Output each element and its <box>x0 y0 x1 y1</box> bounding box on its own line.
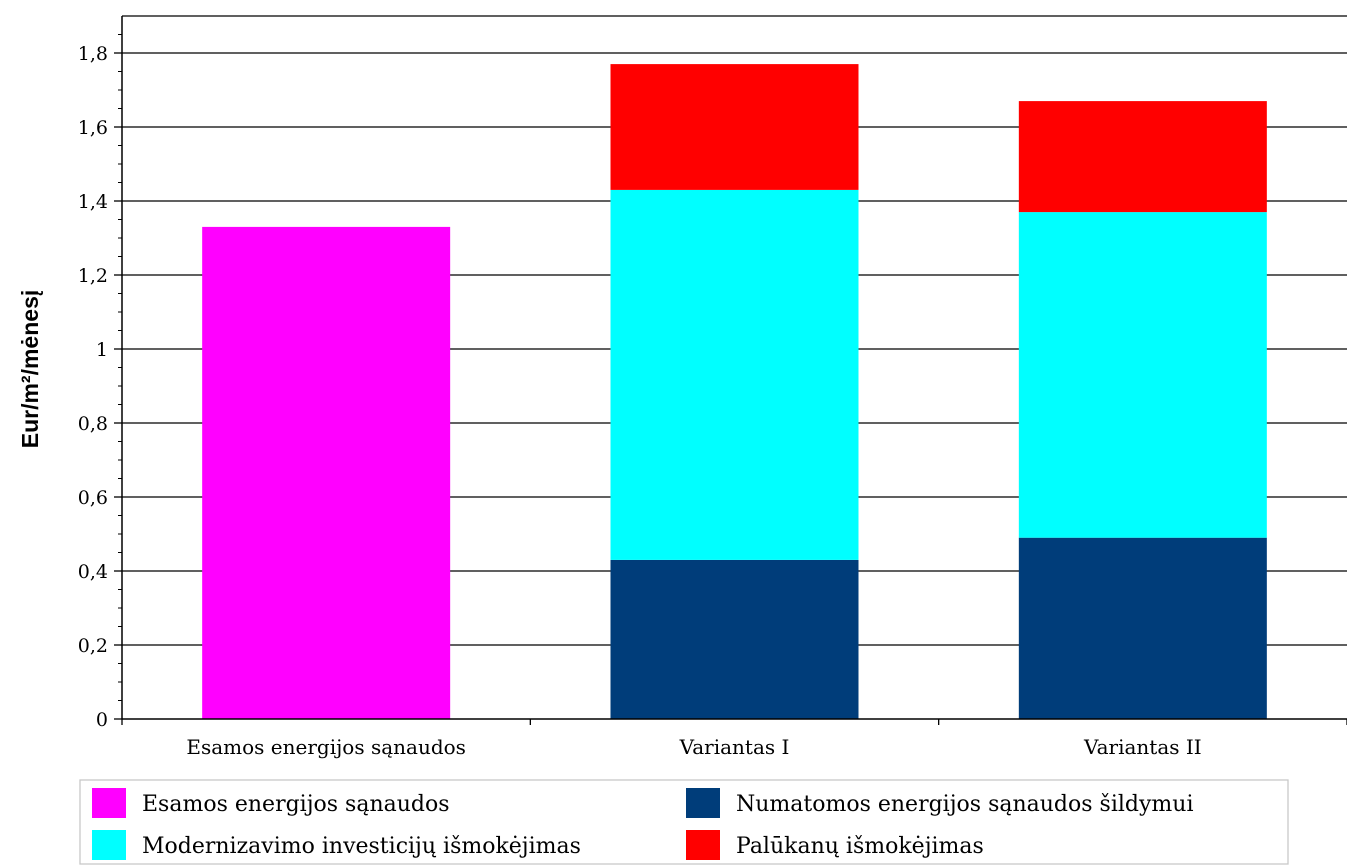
y-tick-label: 0 <box>96 709 108 731</box>
y-tick-label: 1,2 <box>78 265 108 287</box>
legend-swatch-numatomos-energijos-sanaudos-sildymui <box>686 788 720 818</box>
y-tick-label: 0,6 <box>78 487 108 509</box>
x-tick-label-variantas-i: Variantas I <box>679 735 790 759</box>
x-tick-label-esamos-energijos-sanaudos: Esamos energijos sąnaudos <box>186 735 466 759</box>
bars <box>202 64 1267 719</box>
x-tick-labels: Esamos energijos sąnaudos Variantas I Vari… <box>186 735 1201 759</box>
legend-swatch-esamos-energijos-sanaudos <box>92 788 126 818</box>
bar-variantas-i-numatomos-energijos-sanaudos-sildymui <box>610 559 859 719</box>
legend-swatch-palukanu-ismokejimas <box>686 830 720 860</box>
bar-variantas-i-palukanu-ismokejimas <box>610 64 859 190</box>
x-tick-label-variantas-ii: Variantas II <box>1083 735 1202 759</box>
legend-label-numatomos-energijos-sanaudos-sildymui: Numatomos energijos sąnaudos šildymui <box>736 792 1193 817</box>
y-axis-label: Eur/m²/mėnesį <box>17 290 43 449</box>
y-tick-label: 1,4 <box>78 191 108 213</box>
bar-variantas-i-modernizavimo-investiciju-ismokejimas <box>610 189 859 560</box>
y-tick-label: 1 <box>96 339 108 361</box>
legend-box <box>79 779 1289 865</box>
y-tick-label: 0,8 <box>78 413 108 435</box>
legend-label-esamos-energijos-sanaudos: Esamos energijos sąnaudos <box>142 792 450 817</box>
legend-swatch-modernizavimo-investiciju-ismokejimas <box>92 830 126 860</box>
bar-esamos-energijos-sanaudos-esamos-energijos-sanaudos <box>202 226 451 719</box>
legend-label-palukanu-ismokejimas: Palūkanų išmokėjimas <box>736 834 984 859</box>
bar-variantas-ii-palukanu-ismokejimas <box>1018 101 1267 213</box>
y-tick-label: 1,6 <box>78 117 108 139</box>
y-tick-label: 0,2 <box>78 635 108 657</box>
bar-variantas-ii-numatomos-energijos-sanaudos-sildymui <box>1018 537 1267 719</box>
y-tick-labels: 0 0,2 0,4 0,6 0,8 1 1,2 1,4 1,6 1,8 <box>78 43 108 731</box>
legend-label-modernizavimo-investiciju-ismokejimas: Modernizavimo investicijų išmokėjimas <box>142 834 581 859</box>
y-tick-label: 1,8 <box>78 43 108 65</box>
axes <box>114 16 1347 725</box>
bar-variantas-ii-modernizavimo-investiciju-ismokejimas <box>1018 212 1267 538</box>
y-tick-label: 0,4 <box>78 561 108 583</box>
legend: Esamos energijos sąnaudos Numatomos energ… <box>79 779 1289 865</box>
